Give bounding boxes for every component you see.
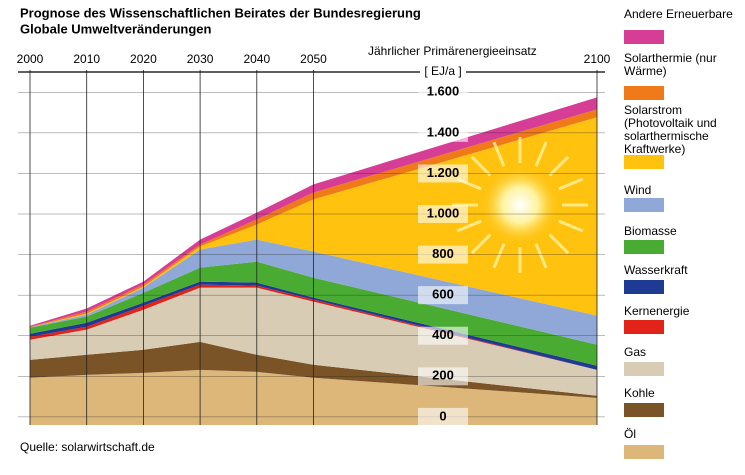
tick-label-box [418,205,468,224]
sun-ray [548,233,570,255]
y-tick-label: 0 [439,408,446,423]
legend-swatch [624,362,664,376]
legend-label: Andere Erneuerbare [624,7,733,21]
x-tick-label: 2030 [187,52,214,66]
legend-swatch [624,86,664,100]
sun-ray [534,243,548,269]
sun-ray [456,219,482,233]
y-tick-label: 200 [432,368,454,383]
tick-label-box [418,123,468,142]
unit-box [420,63,466,81]
area [30,261,597,366]
legend-label: Kernenergie [624,304,690,318]
tick-label-box [418,164,468,183]
sun-ray [534,141,548,167]
y-tick-label: 800 [432,246,454,261]
legend-swatch [624,445,664,459]
y-tick-label: 400 [432,327,454,342]
sun-decoration [452,137,588,273]
source: Quelle: solarwirtschaft.de [20,440,155,454]
legend-swatch [624,280,664,294]
sun-ray [470,155,492,177]
legend-label: Solarstrom (Photovoltaik und solarthermi… [624,103,717,156]
y-tick-label: 600 [432,287,454,302]
legend-label: Kohle [624,386,655,400]
chart: Prognose des Wissenschaftlichen Beirates… [17,5,611,454]
x-tick-label: 2010 [73,52,100,66]
tick-label-box [418,367,468,386]
legend-swatch [624,240,664,254]
legend-swatch [624,320,664,334]
area [30,97,597,327]
legend-swatch [624,155,664,169]
y-tick-label: 1.000 [427,205,460,220]
tick-label-box [418,407,468,426]
y-tick-label: 1.400 [427,124,460,139]
legend-swatch [624,30,664,44]
x-tick-label: 2000 [17,52,44,66]
legend-label: Gas [624,345,647,359]
sun-ray [492,141,506,167]
area [30,109,597,328]
legend-label: Biomasse [624,224,677,238]
legend-label: Öl [624,427,636,441]
sun-ray [558,177,584,191]
x-tick-label: 2100 [584,52,611,66]
tick-label-box [418,326,468,345]
tick-label-box [418,286,468,305]
x-tick-label: 2050 [300,52,327,66]
sun [480,165,560,245]
x-tick-label: 2040 [243,52,270,66]
sun-ray [548,155,570,177]
legend-swatch [624,198,664,212]
y-unit: [ EJ/a ] [424,64,461,78]
legend-swatch [624,403,664,417]
y-tick-label: 1.600 [427,84,460,99]
legend-label: Wind [624,183,652,197]
chart-subtitle: Globale Umweltveränderungen [20,21,211,36]
x-tick-label: 2020 [130,52,157,66]
legend-label: Solarthermie (nur Wärme) [624,51,717,78]
chart-title: Prognose des Wissenschaftlichen Beirates… [20,5,421,20]
sun-ray [558,219,584,233]
sun-ray [492,243,506,269]
legend-label: Wasserkraft [624,263,688,277]
sun-ray [470,233,492,255]
y-axis-label: Jährlicher Primärenergieeinsatz [368,44,537,58]
tick-label-box [418,83,468,102]
tick-label-box [418,245,468,264]
y-tick-label: 1.200 [427,165,460,180]
